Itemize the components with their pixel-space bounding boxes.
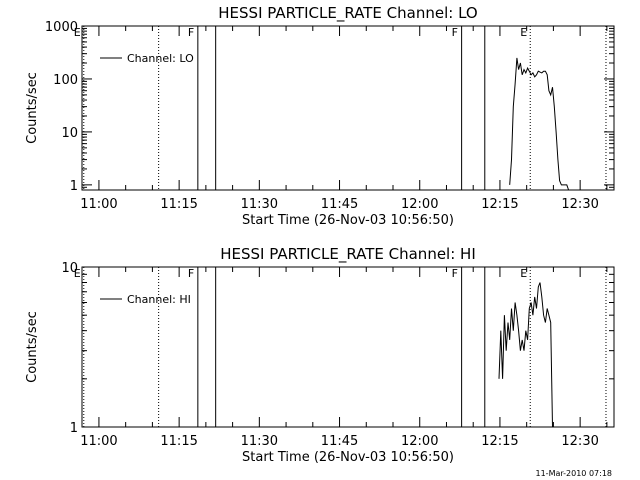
x-tick-label: 11:00 (80, 434, 117, 449)
x-tick-label: 11:15 (160, 434, 197, 449)
x-tick-label: 11:45 (321, 197, 358, 212)
x-tick-label: 12:30 (561, 434, 598, 449)
x-tick-label: 12:30 (561, 197, 598, 212)
plot-frame (81, 25, 615, 191)
x-tick-label: 11:00 (80, 197, 117, 212)
y-axis-label: Counts/sec (25, 72, 40, 144)
chart-title: HESSI PARTICLE_RATE Channel: HI (220, 245, 476, 264)
series-line (509, 57, 570, 191)
y-tick-label: 1 (70, 421, 78, 436)
x-tick-label: 11:30 (241, 434, 278, 449)
generation-timestamp: 11-Mar-2010 07:18 (536, 469, 613, 478)
x-axis-label: Start Time (26-Nov-03 10:56:50) (242, 450, 454, 465)
y-axis-label: Counts/sec (25, 311, 40, 383)
flag-label: F (188, 267, 194, 280)
y-tick-label: 10 (61, 261, 78, 276)
x-tick-label: 12:00 (401, 434, 438, 449)
flag-label: E (520, 267, 527, 280)
x-tick-label: 11:15 (160, 197, 197, 212)
flag-label: E (74, 267, 81, 280)
flag-label: F (188, 26, 194, 39)
lo-channel-panel: HESSI PARTICLE_RATE Channel: LO Counts/s… (25, 4, 615, 228)
plot-frame (81, 266, 615, 428)
chart-title: HESSI PARTICLE_RATE Channel: LO (218, 4, 477, 23)
x-tick-label: 12:15 (481, 434, 518, 449)
legend-label: Channel: HI (127, 293, 191, 306)
legend-label: Channel: LO (127, 52, 194, 65)
series-line (498, 282, 564, 428)
flag-label: F (452, 26, 458, 39)
x-tick-label: 11:30 (241, 197, 278, 212)
flag-label: E (74, 26, 81, 39)
flag-label: E (520, 26, 527, 39)
y-tick-label: 1 (70, 179, 78, 194)
x-tick-label: 11:45 (321, 434, 358, 449)
y-tick-label: 1000 (45, 20, 78, 35)
x-axis-label: Start Time (26-Nov-03 10:56:50) (242, 213, 454, 228)
y-tick-label: 100 (53, 73, 78, 88)
x-tick-label: 12:15 (481, 197, 518, 212)
y-tick-label: 10 (61, 126, 78, 141)
x-tick-label: 12:00 (401, 197, 438, 212)
flag-label: F (452, 267, 458, 280)
hi-channel-panel: HESSI PARTICLE_RATE Channel: HI Counts/s… (25, 245, 615, 465)
